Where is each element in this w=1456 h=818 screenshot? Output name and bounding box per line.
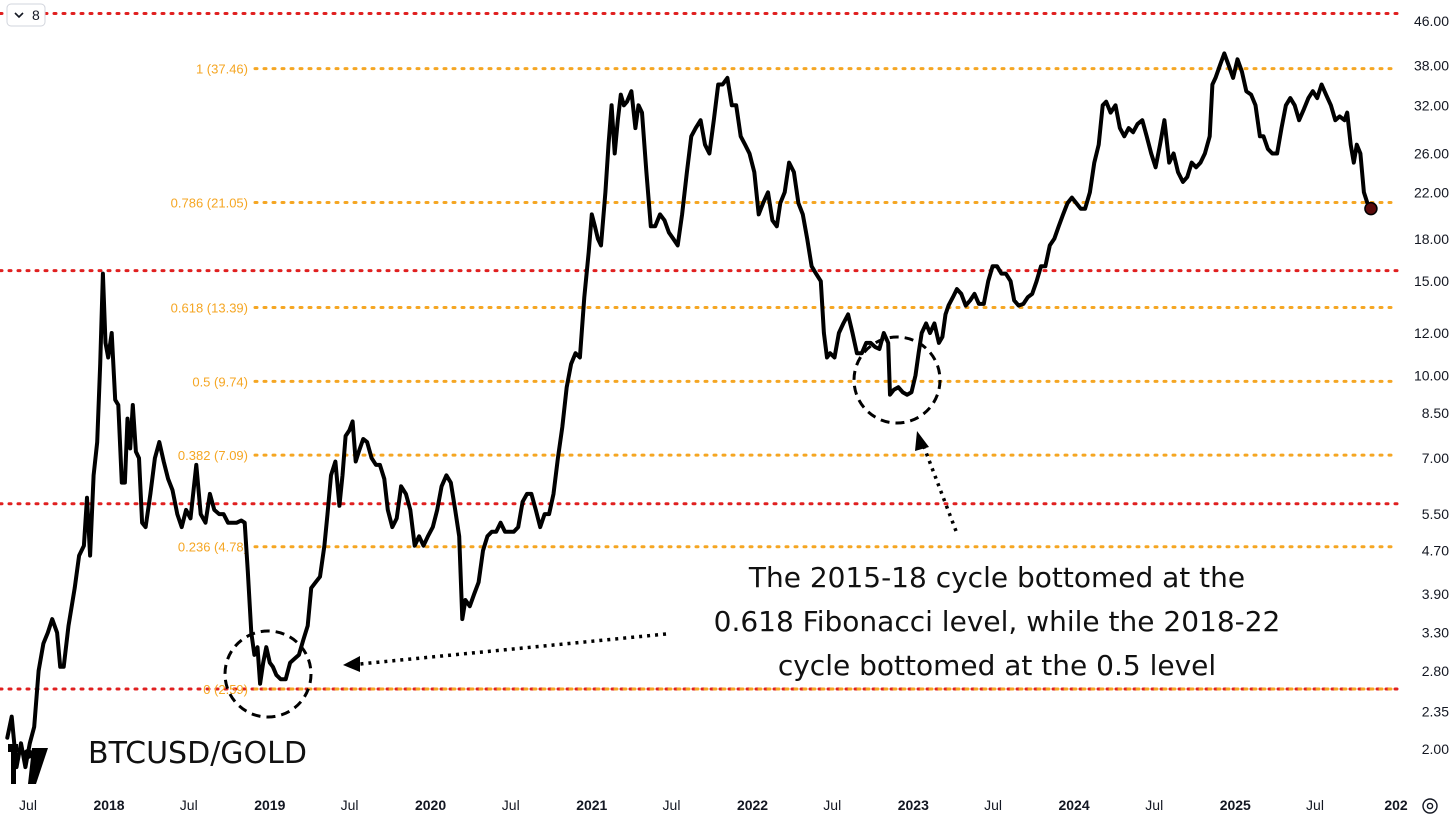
- annotation-arrows: [343, 431, 958, 672]
- arrow-head: [915, 431, 929, 451]
- fib-level-label: 0.5 (9.74): [192, 374, 248, 389]
- price-tick-label: 3.90: [1422, 586, 1449, 602]
- last-price-dot[interactable]: [1364, 201, 1378, 216]
- fib-level-label: 0.236 (4.78): [178, 540, 248, 555]
- time-tick-label: Jul: [984, 797, 1002, 813]
- low-circle: [852, 335, 942, 425]
- price-tick-label: 2.35: [1422, 704, 1449, 720]
- price-tick-label: 46.00: [1414, 13, 1449, 29]
- price-line: [5, 51, 1373, 770]
- time-tick-label: 2023: [898, 797, 929, 813]
- price-tick-label: 18.00: [1414, 231, 1449, 247]
- annotation-line-2: 0.618 Fibonacci level, while the 2018-22: [714, 605, 1281, 638]
- price-tick-label: 2.80: [1422, 663, 1449, 679]
- symbol-label: BTCUSD/GOLD: [88, 736, 307, 771]
- time-tick-label: Jul: [19, 797, 37, 813]
- time-tick-label: Jul: [1306, 797, 1324, 813]
- time-tick-label: Jul: [180, 797, 198, 813]
- low-circle: [223, 629, 313, 719]
- price-tick-label: 7.00: [1422, 450, 1449, 466]
- price-axis[interactable]: 46.00 38.00 32.00 26.00 22.00 18.00 15.00 12.00…: [1414, 13, 1449, 757]
- price-series: [5, 51, 1378, 770]
- fib-level-label: 0.382 (7.09): [178, 448, 248, 463]
- arrow-head: [343, 656, 360, 672]
- price-tick-label: 10.00: [1414, 367, 1449, 383]
- chevron-down-icon: [14, 12, 24, 19]
- price-tick-label: 4.70: [1422, 543, 1449, 559]
- price-tick-label: 8.50: [1422, 405, 1449, 421]
- annotation-line-3: cycle bottomed at the 0.5 level: [778, 649, 1216, 682]
- time-tick-label: 2020: [415, 797, 446, 813]
- price-tick-label: 38.00: [1414, 57, 1449, 73]
- time-axis[interactable]: Jul 2018 Jul 2019 Jul 2020 Jul 2021 Jul 2022 Jul 20…: [19, 797, 1408, 813]
- interval-dropdown-button[interactable]: 8: [6, 3, 46, 27]
- time-tick-label: Jul: [823, 797, 841, 813]
- fib-level-label: 0 (2.59): [203, 682, 248, 697]
- interval-value: 8: [32, 7, 40, 23]
- arrow-to-2022-low: [922, 446, 958, 532]
- price-tick-label: 32.00: [1414, 97, 1449, 113]
- time-tick-label: 2024: [1058, 797, 1089, 813]
- time-tick-label: 2018: [93, 797, 124, 813]
- time-tick-label: Jul: [1145, 797, 1163, 813]
- price-tick-label: 15.00: [1414, 273, 1449, 289]
- price-tick-label: 22.00: [1414, 184, 1449, 200]
- fib-level-label: 0.618 (13.39): [171, 301, 248, 316]
- annotation-line-1: The 2015-18 cycle bottomed at the: [748, 561, 1245, 594]
- price-tick-label: 26.00: [1414, 145, 1449, 161]
- time-tick-label: 2019: [254, 797, 285, 813]
- time-tick-label: Jul: [341, 797, 359, 813]
- fib-level-label: 1 (37.46): [196, 62, 248, 77]
- price-tick-label: 12.00: [1414, 325, 1449, 341]
- time-tick-label: Jul: [663, 797, 681, 813]
- time-tick-label: Jul: [502, 797, 520, 813]
- arrow-to-2018-low: [359, 632, 667, 666]
- red-level-lines: [0, 12, 1400, 691]
- price-tick-label: 2.00: [1422, 741, 1449, 757]
- time-tick-label: 2022: [737, 797, 768, 813]
- circled-lows: [223, 335, 942, 719]
- fibonacci-levels: 1 (37.46) 0.786 (21.05) 0.618 (13.39) 0.5 (…: [171, 62, 1400, 697]
- time-tick-label: 202: [1384, 797, 1408, 813]
- tradingview-logo[interactable]: [8, 744, 48, 784]
- fib-level-label: 0.786 (21.05): [171, 196, 248, 211]
- time-tick-label: 2021: [576, 797, 607, 813]
- price-tick-label: 5.50: [1422, 506, 1449, 522]
- time-tick-label: 2025: [1220, 797, 1251, 813]
- price-tick-label: 3.30: [1422, 625, 1449, 641]
- settings-icon[interactable]: [1422, 798, 1438, 814]
